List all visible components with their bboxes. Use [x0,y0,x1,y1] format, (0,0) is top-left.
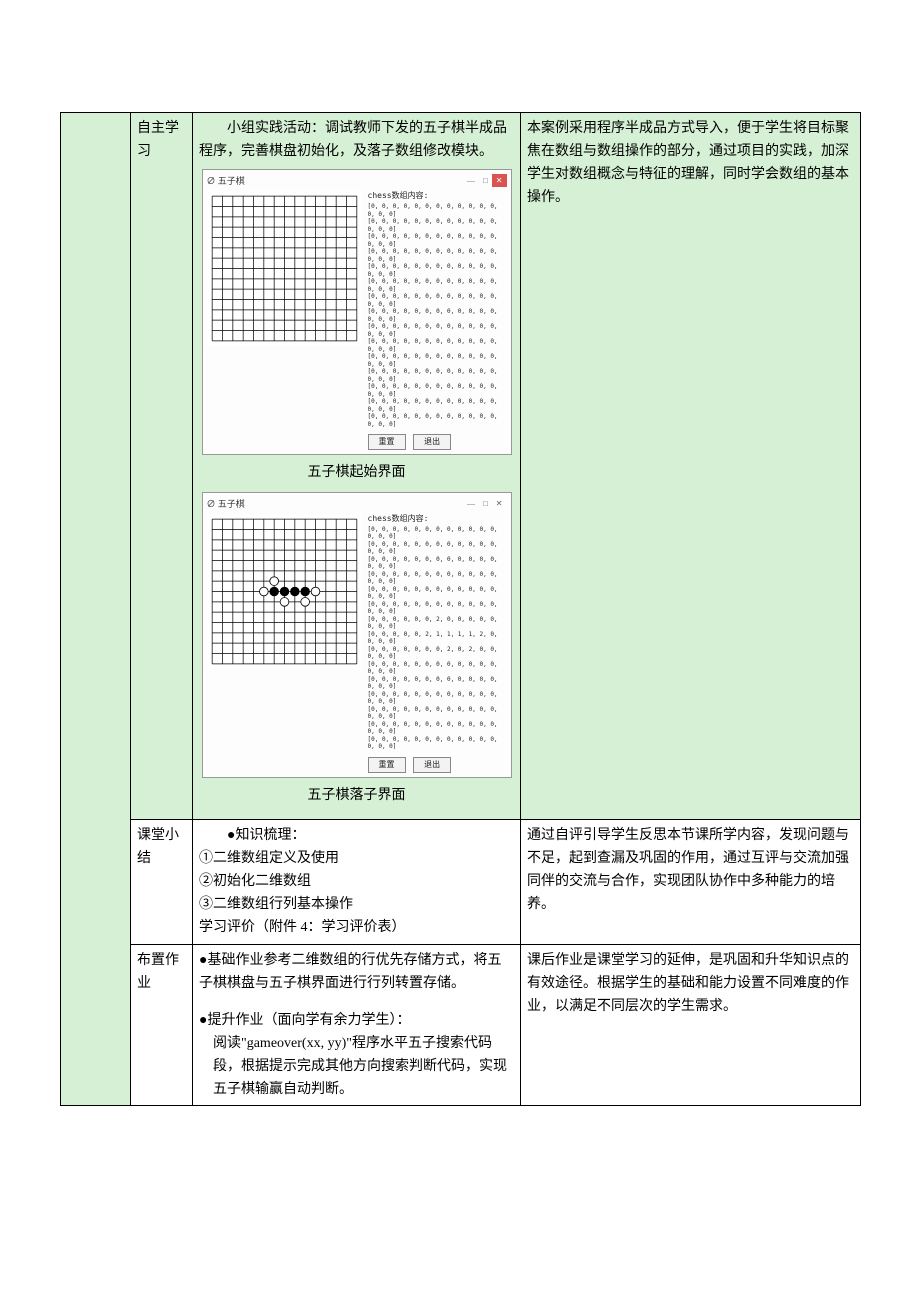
screenshot-playing: ∅ 五子棋 ✕ □ — chess数组内容: [202,492,512,778]
label-homework: 布置作 业 [131,944,193,1106]
lesson-plan-table: 自主学 习 小组实践活动：调试教师下发的五子棋半成品程序，完善棋盘初始化，及落子… [60,112,861,1106]
caption-2: 五子棋落子界面 [199,784,514,807]
caption-1: 五子棋起始界面 [199,461,514,484]
label-self-study: 自主学 习 [131,113,193,820]
exit-button-2: 退出 [413,757,451,773]
close-icon-2: ✕ [492,497,507,510]
board-svg-2 [207,514,362,669]
window-titlebar-1: ∅ 五子棋 ✕ □ — [207,174,507,191]
max-icon: □ [479,174,492,187]
app-title-text: 五子棋 [218,176,245,186]
content-summary: ●知识梳理： ①二维数组定义及使用 ②初始化二维数组 ③二维数组行列基本操作 学… [193,820,521,944]
homework-advanced-title: ●提升作业（面向学有余力学生）： [199,1009,514,1032]
array-panel-1: chess数组内容: [0, 0, 0, 0, 0, 0, 0, 0, 0, 0… [368,191,507,450]
close-icon: ✕ [492,174,507,187]
board-svg-1 [207,191,362,346]
max-icon-2: □ [479,497,492,510]
homework-advanced-body: 阅读"gameover(xx, yy)"程序水平五子搜索代码段，根据提示完成其他… [199,1032,514,1101]
app-title-text-2: 五子棋 [218,499,245,509]
label-summary: 课堂小 结 [131,820,193,944]
leftmost-empty-cell [61,113,131,1106]
rationale-homework: 课后作业是课堂学习的延伸，是巩固和升华知识点的有效途径。根据学生的基础和能力设置… [521,944,861,1106]
row-self-study: 自主学 习 小组实践活动：调试教师下发的五子棋半成品程序，完善棋盘初始化，及落子… [61,113,861,820]
array-content-1: [0, 0, 0, 0, 0, 0, 0, 0, 0, 0, 0, 0, 0, … [368,203,507,428]
array-panel-2: chess数组内容: [0, 0, 0, 0, 0, 0, 0, 0, 0, 0… [368,514,507,773]
min-icon: — [463,174,479,187]
screenshot-start: ∅ 五子棋 ✕ □ — chess数组内容: [0, 0, [202,169,512,455]
intro-text: 小组实践活动：调试教师下发的五子棋半成品程序，完善棋盘初始化，及落子数组修改模块… [199,117,514,163]
summary-item-4: 学习评价（附件 4：学习评价表） [199,916,514,939]
rationale-summary: 通过自评引导学生反思本节课所学内容，发现问题与不足，起到查漏及巩固的作用，通过互… [521,820,861,944]
reset-button-2: 重置 [368,757,406,773]
chess-board-empty [207,191,362,346]
panel-label-1: chess数组内容: [368,191,507,201]
row-homework: 布置作 业 ●基础作业参考二维数组的行优先存储方式，将五子棋棋盘与五子棋界面进行… [61,944,861,1106]
summary-item-1: ①二维数组定义及使用 [199,847,514,870]
summary-item-3: ③二维数组行列基本操作 [199,893,514,916]
app-title-icon-2: ∅ [207,499,216,509]
app-title-icon: ∅ [207,176,216,186]
panel-label-2: chess数组内容: [368,514,507,524]
summary-item-2: ②初始化二维数组 [199,870,514,893]
summary-title: ●知识梳理： [199,824,514,847]
min-icon-2: — [463,497,479,510]
reset-button-1: 重置 [368,434,406,450]
content-homework: ●基础作业参考二维数组的行优先存储方式，将五子棋棋盘与五子棋界面进行行列转置存储… [193,944,521,1106]
window-titlebar-2: ∅ 五子棋 ✕ □ — [207,497,507,514]
document-page: 自主学 习 小组实践活动：调试教师下发的五子棋半成品程序，完善棋盘初始化，及落子… [0,0,920,1106]
array-content-2: [0, 0, 0, 0, 0, 0, 0, 0, 0, 0, 0, 0, 0, … [368,526,507,751]
chess-board-played [207,514,362,669]
content-self-study: 小组实践活动：调试教师下发的五子棋半成品程序，完善棋盘初始化，及落子数组修改模块… [193,113,521,820]
homework-basic: ●基础作业参考二维数组的行优先存储方式，将五子棋棋盘与五子棋界面进行行列转置存储… [199,949,514,995]
rationale-self-study: 本案例采用程序半成品方式导入，便于学生将目标聚焦在数组与数组操作的部分，通过项目… [521,113,861,820]
exit-button-1: 退出 [413,434,451,450]
row-summary: 课堂小 结 ●知识梳理： ①二维数组定义及使用 ②初始化二维数组 ③二维数组行列… [61,820,861,944]
